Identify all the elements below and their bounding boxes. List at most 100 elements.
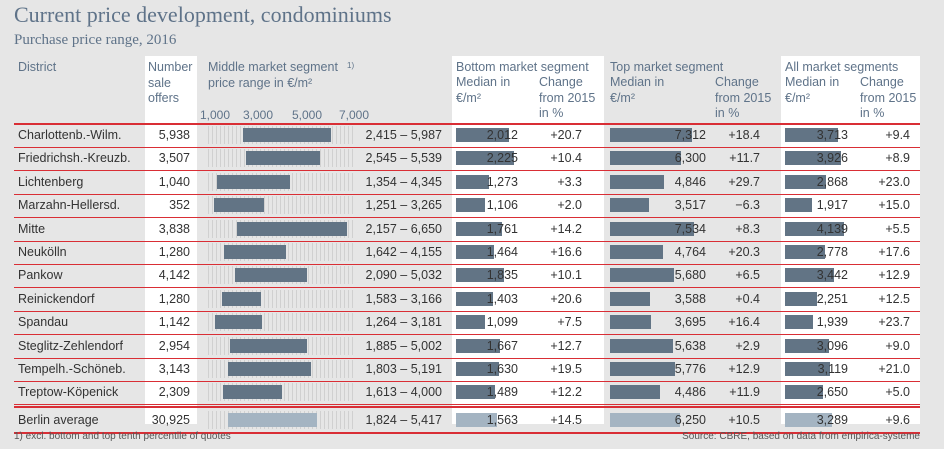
all-median-label: 2,778 — [816, 245, 848, 259]
bottom-median-label: 1,489 — [486, 385, 518, 400]
bottom-change-label: +14.5 — [550, 412, 582, 427]
header-middle-segment: Middle market segment price range in €/m… — [208, 60, 354, 91]
district-name: Lichtenberg — [18, 174, 84, 189]
bottom-median-label: 1,464 — [486, 245, 518, 259]
range-bar — [236, 221, 348, 236]
range-bar — [214, 198, 264, 213]
bottom-change-label: +14.2 — [550, 221, 582, 236]
offers-count: 30,925 — [151, 412, 190, 427]
top-median-label: 5,776 — [674, 362, 706, 376]
header-top-change: Change from 2015 in % — [715, 75, 772, 120]
average-bottom-rule — [14, 431, 920, 434]
range-label: 2,090 – 5,032 — [365, 268, 442, 283]
bottom-median-label: 1,273 — [486, 174, 518, 189]
bottom-median-label: 1,835 — [486, 268, 518, 283]
footnote: 1) excl. bottom and top tenth percentile… — [14, 431, 231, 442]
top-median-label: 6,300 — [674, 151, 706, 166]
bottom-change-label: +20.7 — [550, 128, 582, 142]
top-median-bar — [610, 412, 680, 427]
top-change-label: +8.3 — [735, 221, 760, 236]
bottom-median-label: 2,012 — [486, 128, 518, 142]
all-median-bar — [785, 412, 832, 427]
bottom-median-bar — [456, 174, 490, 189]
bottom-median-label: 1,667 — [486, 338, 518, 353]
range-bar — [223, 245, 286, 259]
range-bar — [228, 412, 317, 427]
axis-tick-label: 3,000 — [243, 108, 274, 122]
axis-tick-label: 1,000 — [200, 108, 231, 122]
range-bar — [234, 268, 308, 283]
district-name: Treptow-Köpenick — [18, 385, 119, 400]
range-bar — [222, 291, 262, 306]
district-name: Pankow — [18, 268, 63, 283]
top-median-bar — [610, 198, 650, 213]
row-divider — [14, 240, 920, 242]
bottom-change-label: +12.2 — [550, 385, 582, 400]
row-divider — [14, 334, 920, 336]
bottom-median-bar — [456, 221, 502, 236]
row-divider — [14, 170, 920, 172]
all-median-bar — [785, 128, 838, 142]
all-median-label: 3,442 — [816, 268, 848, 283]
offers-count: 1,040 — [158, 174, 190, 189]
bottom-median-bar — [456, 412, 497, 427]
all-median-label: 3,289 — [816, 412, 848, 427]
chart-title: Current price development, condominiums — [14, 2, 392, 27]
header-top-segment: Top market segment — [610, 60, 724, 74]
bottom-change-label: +10.1 — [550, 268, 582, 283]
all-median-bar — [785, 385, 823, 400]
district-name: Neukölln — [18, 245, 67, 259]
offers-count: 1,280 — [158, 245, 190, 259]
range-label: 2,415 – 5,987 — [365, 128, 442, 142]
bottom-change-label: +19.5 — [550, 362, 582, 376]
axis-tick-label: 7,000 — [339, 108, 370, 122]
all-median-label: 4,139 — [816, 221, 848, 236]
district-name: Mitte — [18, 221, 46, 236]
bottom-median-bar — [456, 362, 499, 376]
bottom-median-bar — [456, 385, 495, 400]
all-change-label: +5.0 — [885, 385, 910, 400]
header-bottom-segment: Bottom market segment — [456, 60, 589, 74]
range-label: 2,157 – 6,650 — [365, 221, 442, 236]
offers-count: 2,954 — [158, 338, 190, 353]
offers-count: 3,507 — [158, 151, 190, 166]
top-change-label: +10.5 — [728, 412, 760, 427]
all-median-label: 1,939 — [816, 315, 848, 330]
bottom-median-label: 1,099 — [486, 315, 518, 330]
all-median-bar — [785, 221, 845, 236]
range-label: 1,803 – 5,191 — [365, 362, 442, 376]
top-median-label: 4,764 — [674, 245, 706, 259]
range-bar — [246, 151, 320, 166]
top-median-bar — [610, 221, 695, 236]
district-name: Berlin average — [18, 412, 99, 427]
bottom-median-label: 1,761 — [486, 221, 518, 236]
range-label: 1,824 – 5,417 — [365, 412, 442, 427]
offers-count: 3,143 — [158, 362, 190, 376]
top-median-bar — [610, 151, 681, 166]
table-top-rule — [14, 123, 920, 125]
top-median-bar — [610, 291, 651, 306]
bottom-change-label: +20.6 — [550, 291, 582, 306]
offers-count: 352 — [169, 198, 190, 213]
header-all-change: Change from 2015 in % — [860, 75, 917, 120]
range-label: 1,354 – 4,345 — [365, 174, 442, 189]
top-change-label: +16.4 — [728, 315, 760, 330]
top-median-label: 6,250 — [674, 412, 706, 427]
offers-count: 1,142 — [158, 315, 190, 330]
all-median-label: 1,917 — [816, 198, 848, 213]
top-median-label: 3,588 — [674, 291, 706, 306]
bottom-median-label: 1,630 — [486, 362, 518, 376]
header-top-median: Median in €/m² — [610, 75, 665, 105]
top-median-bar — [610, 338, 674, 353]
range-bar — [214, 315, 262, 330]
district-name: Marzahn-Hellersd. — [18, 198, 121, 213]
all-change-label: +9.6 — [885, 412, 910, 427]
axis-tick-label: 5,000 — [292, 108, 323, 122]
row-divider — [14, 310, 920, 312]
top-median-bar — [610, 245, 664, 259]
all-change-label: +23.7 — [878, 315, 910, 330]
all-change-label: +5.5 — [885, 221, 910, 236]
all-median-label: 3,096 — [816, 338, 848, 353]
bottom-median-bar — [456, 338, 500, 353]
top-change-label: +6.5 — [735, 268, 760, 283]
